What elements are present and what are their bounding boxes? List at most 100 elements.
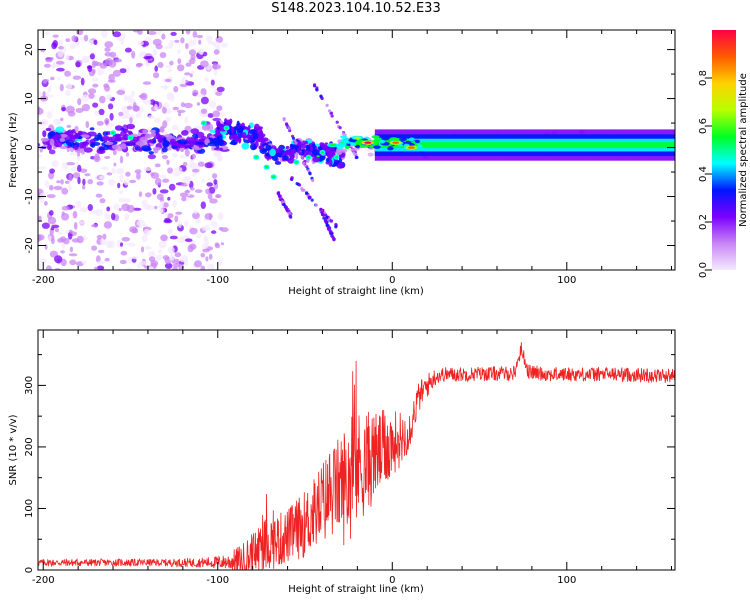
band-blob xyxy=(94,134,102,140)
noise-speckle xyxy=(169,235,178,240)
noise-speckle xyxy=(92,102,99,108)
noise-speckle xyxy=(132,207,142,211)
noise-speckle xyxy=(153,72,160,79)
noise-speckle xyxy=(144,59,149,67)
noise-speckle xyxy=(201,225,211,232)
transition-blob xyxy=(285,145,290,150)
noise-speckle xyxy=(82,178,86,186)
main-band-layer xyxy=(374,142,675,149)
band-blob xyxy=(127,130,133,135)
bright-spot xyxy=(254,156,258,159)
noise-speckle xyxy=(47,85,52,93)
colorbar-tick-label: 0.8 xyxy=(698,70,709,86)
noise-speckle xyxy=(148,251,156,258)
band-blob xyxy=(142,129,149,135)
chirp-streak xyxy=(334,222,338,227)
noise-speckle xyxy=(194,189,203,194)
band-blob xyxy=(181,130,189,136)
noise-speckle xyxy=(162,178,170,183)
chirp-streak xyxy=(276,192,281,196)
noise-speckle xyxy=(121,237,130,242)
noise-speckle xyxy=(123,178,130,186)
noise-speckle xyxy=(46,111,53,119)
chirp-streak xyxy=(324,218,328,222)
noise-speckle xyxy=(96,181,104,186)
bright-spot xyxy=(202,121,206,125)
noise-speckle xyxy=(129,179,137,184)
noise-speckle xyxy=(162,255,170,261)
chirp-streak xyxy=(319,94,323,98)
noise-speckle xyxy=(38,107,44,115)
noise-speckle xyxy=(96,234,103,240)
transition-blob xyxy=(238,125,245,130)
noise-speckle xyxy=(119,174,124,183)
transition-blob xyxy=(312,156,321,163)
noise-speckle xyxy=(69,259,77,266)
hot-spot xyxy=(329,143,337,147)
band-blob xyxy=(80,134,90,139)
noise-speckle xyxy=(124,47,132,53)
chirp-streak xyxy=(335,120,339,124)
band-onset-blob xyxy=(355,139,363,144)
noise-speckle xyxy=(105,240,113,249)
transition-blob xyxy=(255,138,261,143)
noise-speckle xyxy=(142,81,152,85)
noise-speckle xyxy=(120,115,129,119)
noise-speckle xyxy=(152,49,157,57)
y-tick-label: -20 xyxy=(24,237,35,253)
noise-speckle xyxy=(123,95,128,102)
noise-speckle xyxy=(176,236,185,244)
chirp-streak xyxy=(330,114,334,118)
noise-speckle xyxy=(189,57,196,65)
noise-speckle xyxy=(143,167,152,171)
noise-speckle xyxy=(112,149,117,156)
noise-speckle xyxy=(72,75,82,80)
band-blob xyxy=(47,132,52,140)
noise-speckle xyxy=(71,166,77,172)
noise-speckle xyxy=(157,62,164,68)
noise-speckle xyxy=(60,258,67,267)
transition-blob xyxy=(216,120,221,127)
noise-speckle xyxy=(75,61,81,68)
band-blob xyxy=(53,140,63,148)
noise-speckle xyxy=(60,236,66,243)
noise-speckle xyxy=(112,69,121,77)
noise-speckle xyxy=(184,116,188,124)
band-blob xyxy=(49,138,55,146)
noise-speckle xyxy=(123,198,131,203)
noise-speckle xyxy=(136,172,141,180)
noise-speckle xyxy=(172,200,177,208)
noise-speckle xyxy=(104,257,110,262)
noise-speckle xyxy=(162,202,169,208)
y-tick-label: 10 xyxy=(24,92,35,105)
noise-speckle xyxy=(92,68,96,75)
noise-speckle xyxy=(184,72,191,76)
noise-speckle xyxy=(134,169,142,174)
noise-speckle xyxy=(66,162,75,166)
band-blob xyxy=(139,136,149,143)
noise-speckle xyxy=(192,31,198,38)
noise-speckle xyxy=(161,106,167,114)
noise-speckle xyxy=(91,77,99,82)
noise-speckle xyxy=(57,231,64,235)
y-tick-label: 0 xyxy=(24,567,35,573)
noise-speckle xyxy=(65,89,71,97)
transition-blob xyxy=(229,141,237,145)
noise-speckle xyxy=(102,233,107,240)
noise-speckle xyxy=(61,187,69,195)
noise-speckle xyxy=(118,208,122,212)
noise-speckle xyxy=(161,33,166,40)
x-tick-label: -100 xyxy=(206,275,229,286)
noise-speckle xyxy=(165,116,172,123)
colorbar-tick-label: 0.4 xyxy=(698,166,709,182)
spectrogram-content xyxy=(38,30,675,270)
noise-speckle xyxy=(73,222,78,230)
noise-speckle xyxy=(105,94,113,100)
noise-speckle xyxy=(116,89,126,96)
noise-speckle xyxy=(138,260,148,266)
noise-speckle xyxy=(89,39,94,46)
chirp-streak xyxy=(328,228,332,232)
chirp-streak xyxy=(307,169,311,173)
noise-speckle xyxy=(76,235,84,244)
transition-blob xyxy=(237,134,243,139)
